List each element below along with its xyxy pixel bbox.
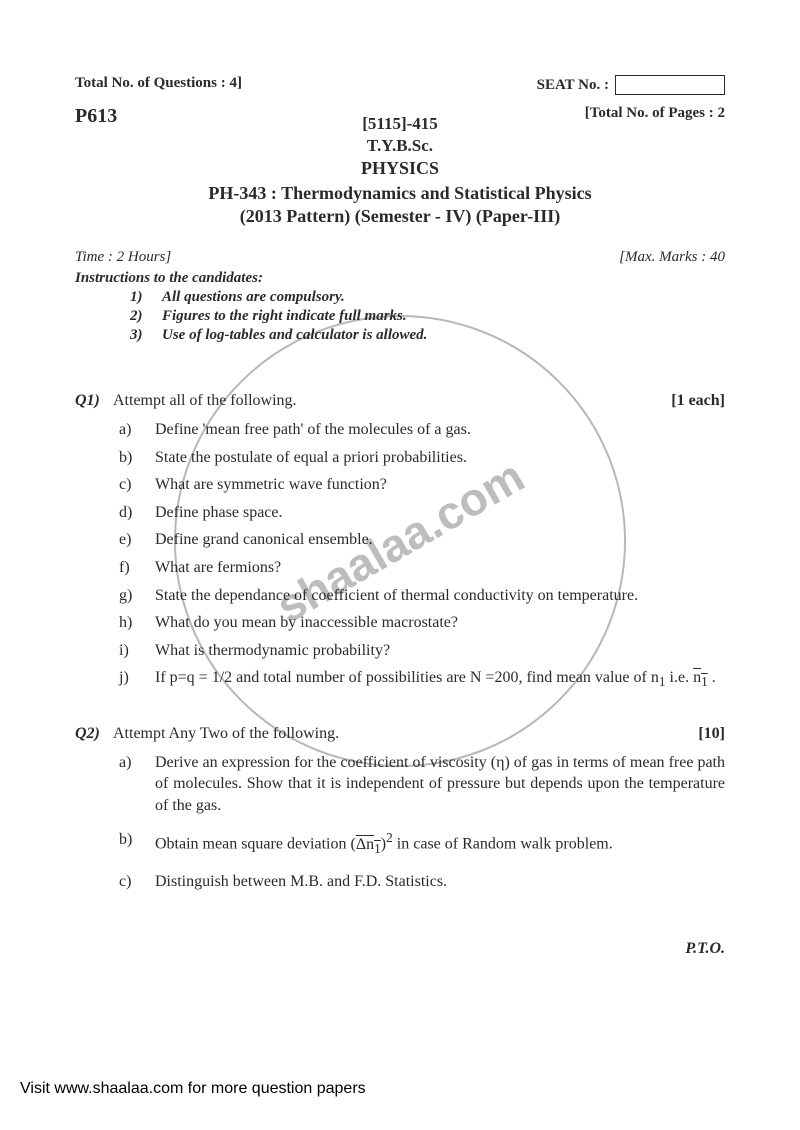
q2-c: c)Distinguish between M.B. and F.D. Stat… — [75, 868, 725, 896]
q2-prompt: Attempt Any Two of the following. — [113, 725, 339, 743]
seat-label: SEAT No. : — [537, 77, 609, 94]
q2-marks: [10] — [698, 725, 725, 743]
q1-i: i)What is thermodynamic probability? — [75, 637, 725, 665]
instruction-1: 1)All questions are compulsory. — [130, 289, 725, 306]
subject: PHYSICS — [75, 158, 725, 179]
question-2: Q2) Attempt Any Two of the following. [1… — [75, 725, 725, 896]
time: Time : 2 Hours] — [75, 249, 171, 266]
q1-subs: a)Define 'mean free path' of the molecul… — [75, 416, 725, 695]
pto: P.T.O. — [75, 940, 725, 958]
degree: T.Y.B.Sc. — [75, 136, 725, 156]
instruction-2: 2)Figures to the right indicate full mar… — [130, 308, 725, 325]
header-block: [5115]-415 T.Y.B.Sc. PHYSICS PH-343 : Th… — [75, 114, 725, 227]
q1-h: h)What do you mean by inaccessible macro… — [75, 609, 725, 637]
seat-box — [615, 75, 725, 95]
pattern: (2013 Pattern) (Semester - IV) (Paper-II… — [75, 206, 725, 227]
paper-code: P613 — [75, 105, 117, 128]
q1-a: a)Define 'mean free path' of the molecul… — [75, 416, 725, 444]
pages-note: [Total No. of Pages : 2 — [585, 105, 725, 122]
top-right: SEAT No. : — [537, 75, 725, 99]
q1-j: j) If p=q = 1/2 and total number of poss… — [75, 664, 725, 694]
q1-b: b)State the postulate of equal a priori … — [75, 444, 725, 472]
instructions-title: Instructions to the candidates: — [75, 270, 725, 287]
q1-g: g)State the dependance of coefficient of… — [75, 582, 725, 610]
question-1: Q1) Attempt all of the following. [1 eac… — [75, 392, 725, 695]
q1-c: c)What are symmetric wave function? — [75, 471, 725, 499]
q2-a: a)Derive an expression for the coefficie… — [75, 749, 725, 827]
q2-b: b) Obtain mean square deviation (Δn1)2 i… — [75, 826, 725, 868]
meta-row: Time : 2 Hours] [Max. Marks : 40 — [75, 249, 725, 266]
q1-marks: [1 each] — [671, 392, 725, 410]
total-questions: Total No. of Questions : 4] — [75, 75, 242, 92]
q1-d: d)Define phase space. — [75, 499, 725, 527]
instruction-3: 3)Use of log-tables and calculator is al… — [130, 327, 725, 344]
page-content: Total No. of Questions : 4] SEAT No. : P… — [75, 75, 725, 958]
q1-label: Q1) — [75, 392, 107, 410]
q1-f: f)What are fermions? — [75, 554, 725, 582]
instructions-list: 1)All questions are compulsory. 2)Figure… — [75, 289, 725, 344]
top-row: Total No. of Questions : 4] SEAT No. : — [75, 75, 725, 99]
max-marks: [Max. Marks : 40 — [619, 249, 725, 266]
q2-label: Q2) — [75, 725, 107, 743]
q1-e: e)Define grand canonical ensemble. — [75, 526, 725, 554]
q2-subs: a)Derive an expression for the coefficie… — [75, 749, 725, 896]
footer-note: Visit www.shaalaa.com for more question … — [20, 1080, 366, 1098]
q1-prompt: Attempt all of the following. — [113, 392, 297, 410]
course: PH-343 : Thermodynamics and Statistical … — [75, 183, 725, 204]
